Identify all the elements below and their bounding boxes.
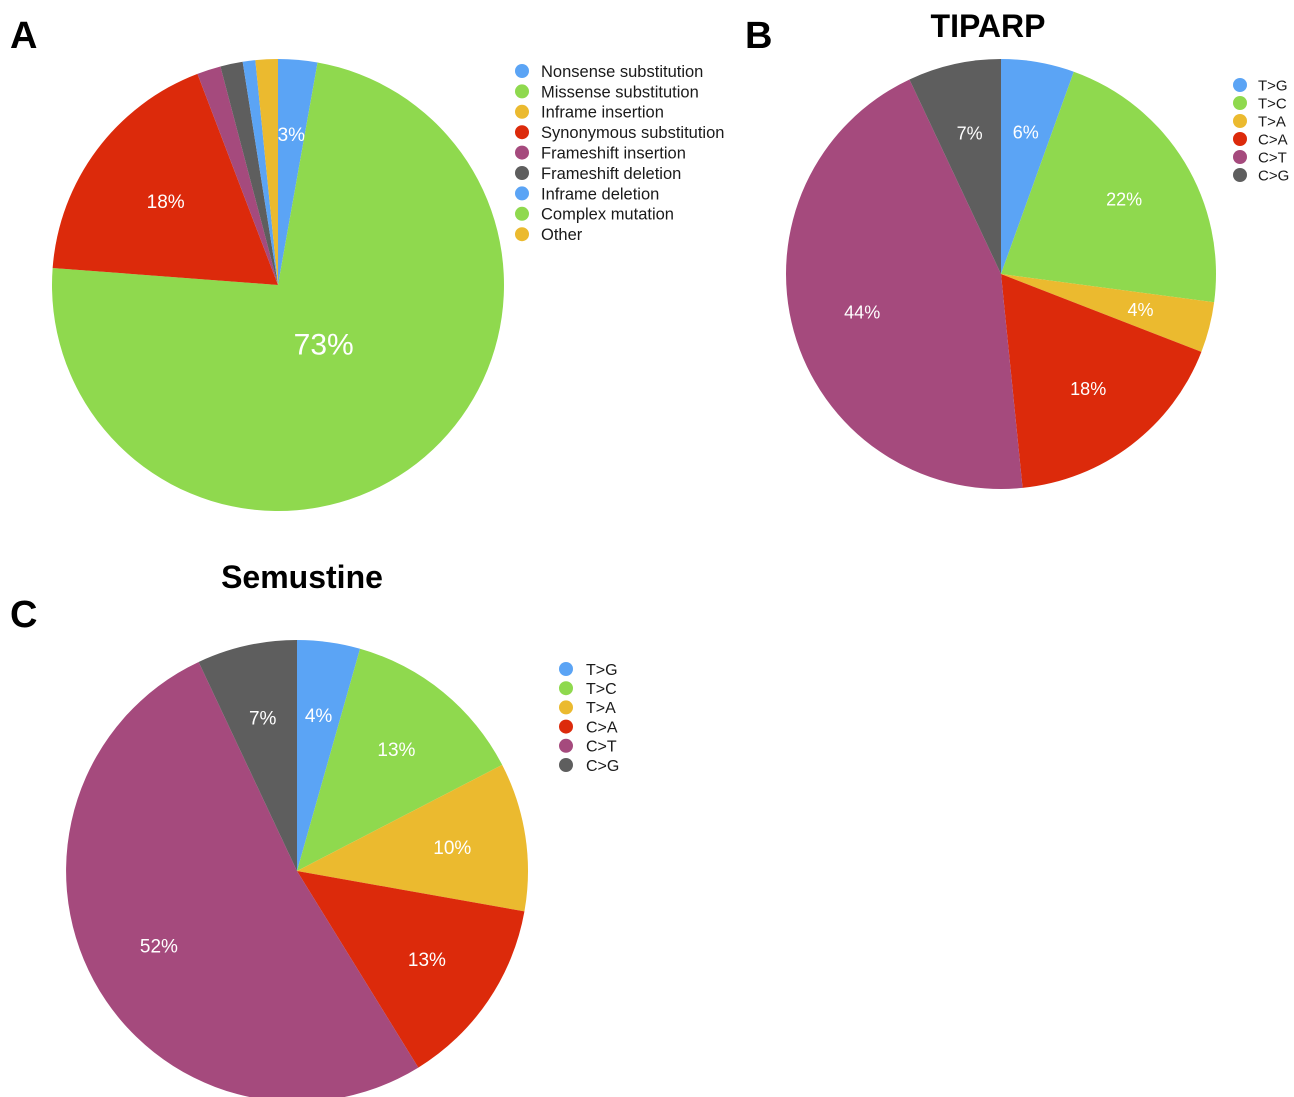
slice-a-frameshift-deletion	[220, 61, 278, 285]
slice-a-frameshift-insertion	[197, 66, 278, 286]
legend-marker-c-t-to-a	[559, 700, 573, 715]
legend-label-c-t-to-a: T>A	[586, 700, 616, 717]
slice-c-t-to-c	[297, 648, 503, 871]
legend-label-c-c-to-t: C>T	[586, 739, 617, 756]
legend-b: T>GT>CT>AC>AC>TC>G	[1233, 77, 1289, 184]
legend-label-a-missense-substitution: Missense substitution	[541, 83, 699, 101]
slice-label-a-nonsense-substitution: 3%	[278, 125, 306, 146]
slice-label-b-c-to-g: 7%	[957, 124, 983, 144]
legend-marker-b-c-to-t	[1233, 150, 1247, 164]
legend-label-a-synonymous-substitution: Synonymous substitution	[541, 124, 724, 142]
legend-label-a-nonsense-substitution: Nonsense substitution	[541, 63, 703, 81]
panel-letter-b: B	[745, 15, 772, 57]
slice-b-c-to-g	[909, 59, 1001, 274]
slice-c-t-to-a	[297, 764, 528, 912]
slice-c-c-to-t	[66, 661, 419, 1097]
slice-label-b-c-to-a: 18%	[1070, 379, 1106, 399]
slice-b-c-to-a	[1001, 274, 1202, 488]
slice-a-inframe-deletion	[242, 60, 278, 285]
slice-a-synonymous-substitution	[52, 73, 278, 285]
panel-letter-c: C	[10, 594, 37, 636]
slice-label-c-t-to-g: 4%	[305, 706, 333, 727]
legend-marker-c-c-to-a	[559, 719, 573, 734]
legend-marker-b-t-to-c	[1233, 96, 1247, 110]
slice-label-b-c-to-t: 44%	[844, 303, 880, 323]
legend-label-a-frameshift-deletion: Frameshift deletion	[541, 165, 681, 183]
legend-marker-a-nonsense-substitution	[515, 64, 529, 78]
legend-c: T>G T>C T>A C>A C>T C>G	[559, 662, 619, 775]
legend-marker-b-c-to-a	[1233, 132, 1247, 146]
legend-marker-a-complex-mutation	[515, 206, 529, 221]
legend-label-b-t-to-c: T>C	[1258, 95, 1287, 112]
legend-marker-c-t-to-g	[559, 662, 573, 676]
legend-label-b-c-to-t: C>T	[1258, 149, 1287, 166]
legend-label-c-t-to-c: T>C	[586, 681, 617, 698]
legend-marker-c-c-to-g	[559, 758, 573, 772]
slice-label-c-t-to-c: 13%	[377, 740, 415, 761]
legend-marker-a-inframe-insertion	[515, 104, 529, 119]
legend-label-c-t-to-g: T>G	[586, 662, 618, 679]
slice-c-t-to-g	[297, 640, 361, 871]
legend-marker-a-synonymous-substitution	[515, 125, 529, 140]
slice-label-b-t-to-a: 4%	[1127, 300, 1153, 320]
slice-c-c-to-g	[198, 640, 297, 871]
slice-label-a-missense-substitution: 73%	[294, 328, 354, 361]
slice-label-c-c-to-t: 52%	[140, 937, 178, 958]
slice-a-other	[255, 59, 278, 285]
slice-label-c-t-to-a: 10%	[433, 838, 471, 859]
slice-b-c-to-t	[786, 79, 1023, 489]
legend-label-c-c-to-a: C>A	[586, 719, 618, 736]
legend-marker-a-frameshift-insertion	[515, 145, 529, 160]
legend-label-b-c-to-g: C>G	[1258, 167, 1289, 184]
pie-chart-b: 6% 22% 4% 18% 44% 7%	[786, 58, 1216, 489]
legend-marker-c-c-to-t	[559, 738, 573, 753]
chart-title-b: TIPARP	[931, 8, 1046, 44]
slice-a-missense-substitution	[51, 62, 504, 512]
legend-label-b-t-to-g: T>G	[1258, 77, 1288, 94]
panel-letter-a: A	[10, 15, 37, 57]
legend-label-c-c-to-g: C>G	[586, 758, 619, 775]
legend-label-a-frameshift-insertion: Frameshift insertion	[541, 145, 686, 163]
legend-marker-b-t-to-g	[1233, 78, 1247, 92]
legend-label-a-inframe-insertion: Inframe insertion	[541, 104, 664, 122]
chart-title-c: Semustine	[221, 559, 383, 595]
pie-chart-a: 3% 73% 18%	[51, 59, 504, 512]
slice-a-nonsense-substitution	[278, 59, 318, 285]
slice-c-c-to-a	[297, 871, 525, 1068]
legend-marker-a-inframe-deletion	[515, 186, 529, 201]
slice-label-c-c-to-a: 13%	[408, 950, 446, 971]
legend-label-b-c-to-a: C>A	[1258, 131, 1288, 148]
legend-a: Nonsense substitution Missense substituti…	[515, 63, 724, 244]
pie-chart-c: 4% 13% 10% 13% 52% 7%	[66, 640, 528, 1097]
slice-label-b-t-to-c: 22%	[1106, 189, 1142, 209]
legend-marker-a-frameshift-deletion	[515, 166, 529, 180]
slice-b-t-to-a	[1001, 274, 1215, 352]
legend-marker-b-t-to-a	[1233, 114, 1247, 128]
legend-marker-b-c-to-g	[1233, 168, 1247, 182]
slice-b-t-to-g	[1001, 58, 1074, 274]
legend-marker-a-missense-substitution	[515, 84, 529, 99]
slice-label-a-synonymous-substitution: 18%	[147, 192, 185, 213]
legend-marker-a-other	[515, 227, 529, 242]
legend-marker-c-t-to-c	[559, 681, 573, 696]
slice-label-c-c-to-g: 7%	[249, 708, 277, 729]
legend-label-a-inframe-deletion: Inframe deletion	[541, 185, 659, 203]
slice-b-t-to-c	[1001, 71, 1216, 303]
legend-label-a-other: Other	[541, 226, 583, 244]
slice-label-b-t-to-g: 6%	[1013, 122, 1039, 142]
legend-label-b-t-to-a: T>A	[1258, 113, 1286, 130]
legend-label-a-complex-mutation: Complex mutation	[541, 206, 674, 224]
